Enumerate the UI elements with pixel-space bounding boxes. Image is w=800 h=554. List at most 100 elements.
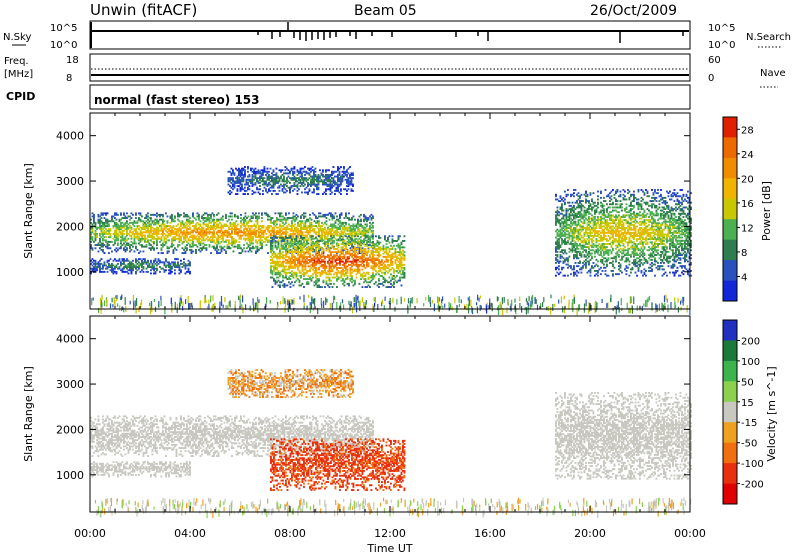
echo-cell <box>355 226 358 229</box>
echo-cell <box>403 246 406 249</box>
echo-cell <box>295 251 298 254</box>
echo-cell <box>236 193 239 195</box>
echo-cell <box>295 180 297 183</box>
echo-cell <box>133 229 136 232</box>
echo-cell <box>284 183 287 186</box>
echo-cell <box>367 249 370 252</box>
echo-cell <box>369 244 371 246</box>
echo-cell <box>154 262 157 265</box>
echo-cell <box>268 178 270 181</box>
echo-cell <box>169 272 172 275</box>
echo-cell <box>222 234 224 237</box>
echo-cell <box>223 240 226 243</box>
echo-cell <box>139 237 142 240</box>
echo-cell <box>279 218 281 221</box>
echo-cell <box>321 286 323 288</box>
echo-cell <box>297 252 299 255</box>
echo-cell <box>130 217 133 219</box>
echo-cell <box>300 233 302 235</box>
echo-cell <box>242 175 245 178</box>
echo-cell <box>130 266 133 268</box>
echo-cell <box>291 270 293 273</box>
echo-cell <box>338 185 341 187</box>
echo-cell <box>91 267 94 270</box>
echo-cell <box>338 191 341 194</box>
echo-cell <box>309 228 311 231</box>
echo-cell <box>230 172 233 175</box>
echo-cell <box>330 215 332 218</box>
echo-cell <box>183 252 185 254</box>
echo-cell <box>283 271 286 274</box>
echo-cell <box>175 237 178 240</box>
echo-cell <box>282 262 284 265</box>
echo-cell <box>216 231 218 234</box>
echo-cell <box>271 270 274 273</box>
echo-cell <box>112 244 115 246</box>
echo-cell <box>169 234 172 237</box>
echo-cell <box>227 178 230 181</box>
echo-cell <box>379 241 382 244</box>
echo-cell <box>126 247 128 250</box>
echo-cell <box>121 258 124 261</box>
echo-cell <box>262 226 265 229</box>
echo-cell <box>253 191 255 194</box>
echo-cell <box>123 266 125 268</box>
echo-cell <box>145 240 148 243</box>
echo-cell <box>165 259 167 262</box>
echo-cell <box>115 259 118 262</box>
echo-cell <box>157 221 160 224</box>
echo-cell <box>273 255 275 258</box>
echo-cell <box>366 217 368 219</box>
echo-cell <box>361 229 364 232</box>
echo-cell <box>352 177 354 180</box>
echo-cell <box>311 166 314 168</box>
echo-cell <box>555 274 557 277</box>
echo-cell <box>91 258 94 261</box>
echo-cell <box>186 244 188 246</box>
echo-cell <box>328 175 330 178</box>
echo-cell <box>169 217 172 219</box>
echo-cell <box>115 266 118 268</box>
echo-cell <box>174 247 176 250</box>
echo-cell <box>156 231 158 234</box>
echo-cell <box>274 267 277 269</box>
echo-cell <box>306 220 308 223</box>
echo-cell <box>106 218 109 221</box>
echo-cell <box>198 217 200 219</box>
echo-cell <box>335 186 338 189</box>
echo-cell <box>284 166 287 168</box>
echo-cell <box>263 183 266 186</box>
echo-cell <box>232 250 235 253</box>
echo-cell <box>186 228 188 231</box>
echo-cell <box>241 177 243 180</box>
echo-cell <box>99 259 101 262</box>
echo-cell <box>286 180 288 183</box>
echo-cell <box>100 233 103 235</box>
echo-cell <box>364 239 367 242</box>
echo-cell <box>350 174 353 176</box>
echo-cell <box>166 221 169 224</box>
echo-cell <box>276 281 278 284</box>
echo-cell <box>248 185 251 187</box>
echo-cell <box>213 239 215 242</box>
echo-cell <box>100 258 103 261</box>
echo-cell <box>290 186 293 189</box>
echo-cell <box>247 167 249 170</box>
echo-cell <box>280 262 283 265</box>
echo-cell <box>100 242 103 245</box>
echo-cell <box>334 193 336 195</box>
echo-cell <box>274 221 277 224</box>
echo-cell <box>103 212 106 215</box>
echo-cell <box>175 225 178 227</box>
echo-cell <box>120 247 122 250</box>
echo-cell <box>102 231 104 234</box>
echo-cell <box>351 217 353 219</box>
echo-cell <box>91 215 94 218</box>
echo-cell <box>202 229 205 232</box>
echo-cell <box>328 174 330 176</box>
echo-cell <box>220 229 223 232</box>
echo-cell <box>267 228 269 231</box>
echo-cell <box>120 233 122 235</box>
echo-cell <box>234 233 236 235</box>
echo-cell <box>297 229 299 232</box>
